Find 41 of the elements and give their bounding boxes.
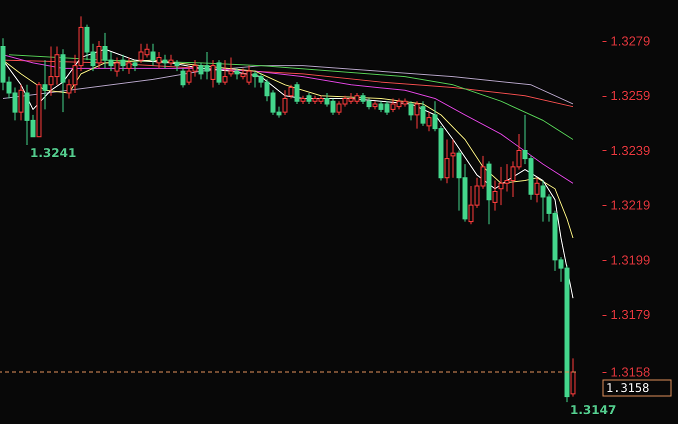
candlestick xyxy=(114,56,120,78)
candlestick xyxy=(168,54,174,66)
y-tick-label: 1.3199 xyxy=(610,252,650,268)
candlestick xyxy=(282,90,288,116)
candlestick xyxy=(162,54,168,69)
candlestick xyxy=(450,139,456,178)
y-tick-label: 1.3158 xyxy=(610,364,650,380)
candlestick xyxy=(222,60,228,86)
y-tick-label: 1.3219 xyxy=(610,198,650,213)
candlestick xyxy=(426,112,432,132)
candlestick xyxy=(228,56,234,78)
y-tick-label: 1.3239 xyxy=(610,142,650,158)
candlestick xyxy=(180,68,186,88)
y-tick-label: 1.3279 xyxy=(610,34,650,49)
candlestick xyxy=(216,60,222,86)
candlestick xyxy=(210,60,216,88)
y-tick-label: 1.3259 xyxy=(610,88,650,104)
line-series xyxy=(2,65,574,104)
candlestick xyxy=(42,60,48,110)
candlestick xyxy=(534,177,540,203)
candlestick xyxy=(570,358,576,398)
annotation: 1.3241 xyxy=(30,146,76,160)
candlestick xyxy=(156,51,162,69)
candlestick xyxy=(444,139,450,184)
candlestick xyxy=(96,40,102,69)
candlestick xyxy=(294,82,300,104)
candlestick xyxy=(132,60,138,72)
annotation: 1.3147 xyxy=(570,403,616,418)
candlestick xyxy=(408,100,414,121)
candlestick xyxy=(120,54,126,72)
candlestick xyxy=(414,100,420,130)
candlestick xyxy=(288,84,294,99)
candlestick xyxy=(150,43,156,66)
candlestick xyxy=(420,100,426,126)
candlestick xyxy=(174,60,180,72)
candlestick xyxy=(234,68,240,80)
candlestick xyxy=(492,180,498,212)
candlestick xyxy=(18,84,24,121)
candlestick xyxy=(306,92,312,104)
y-tick-label: 1.3179 xyxy=(610,307,650,322)
candlestick xyxy=(126,56,132,74)
